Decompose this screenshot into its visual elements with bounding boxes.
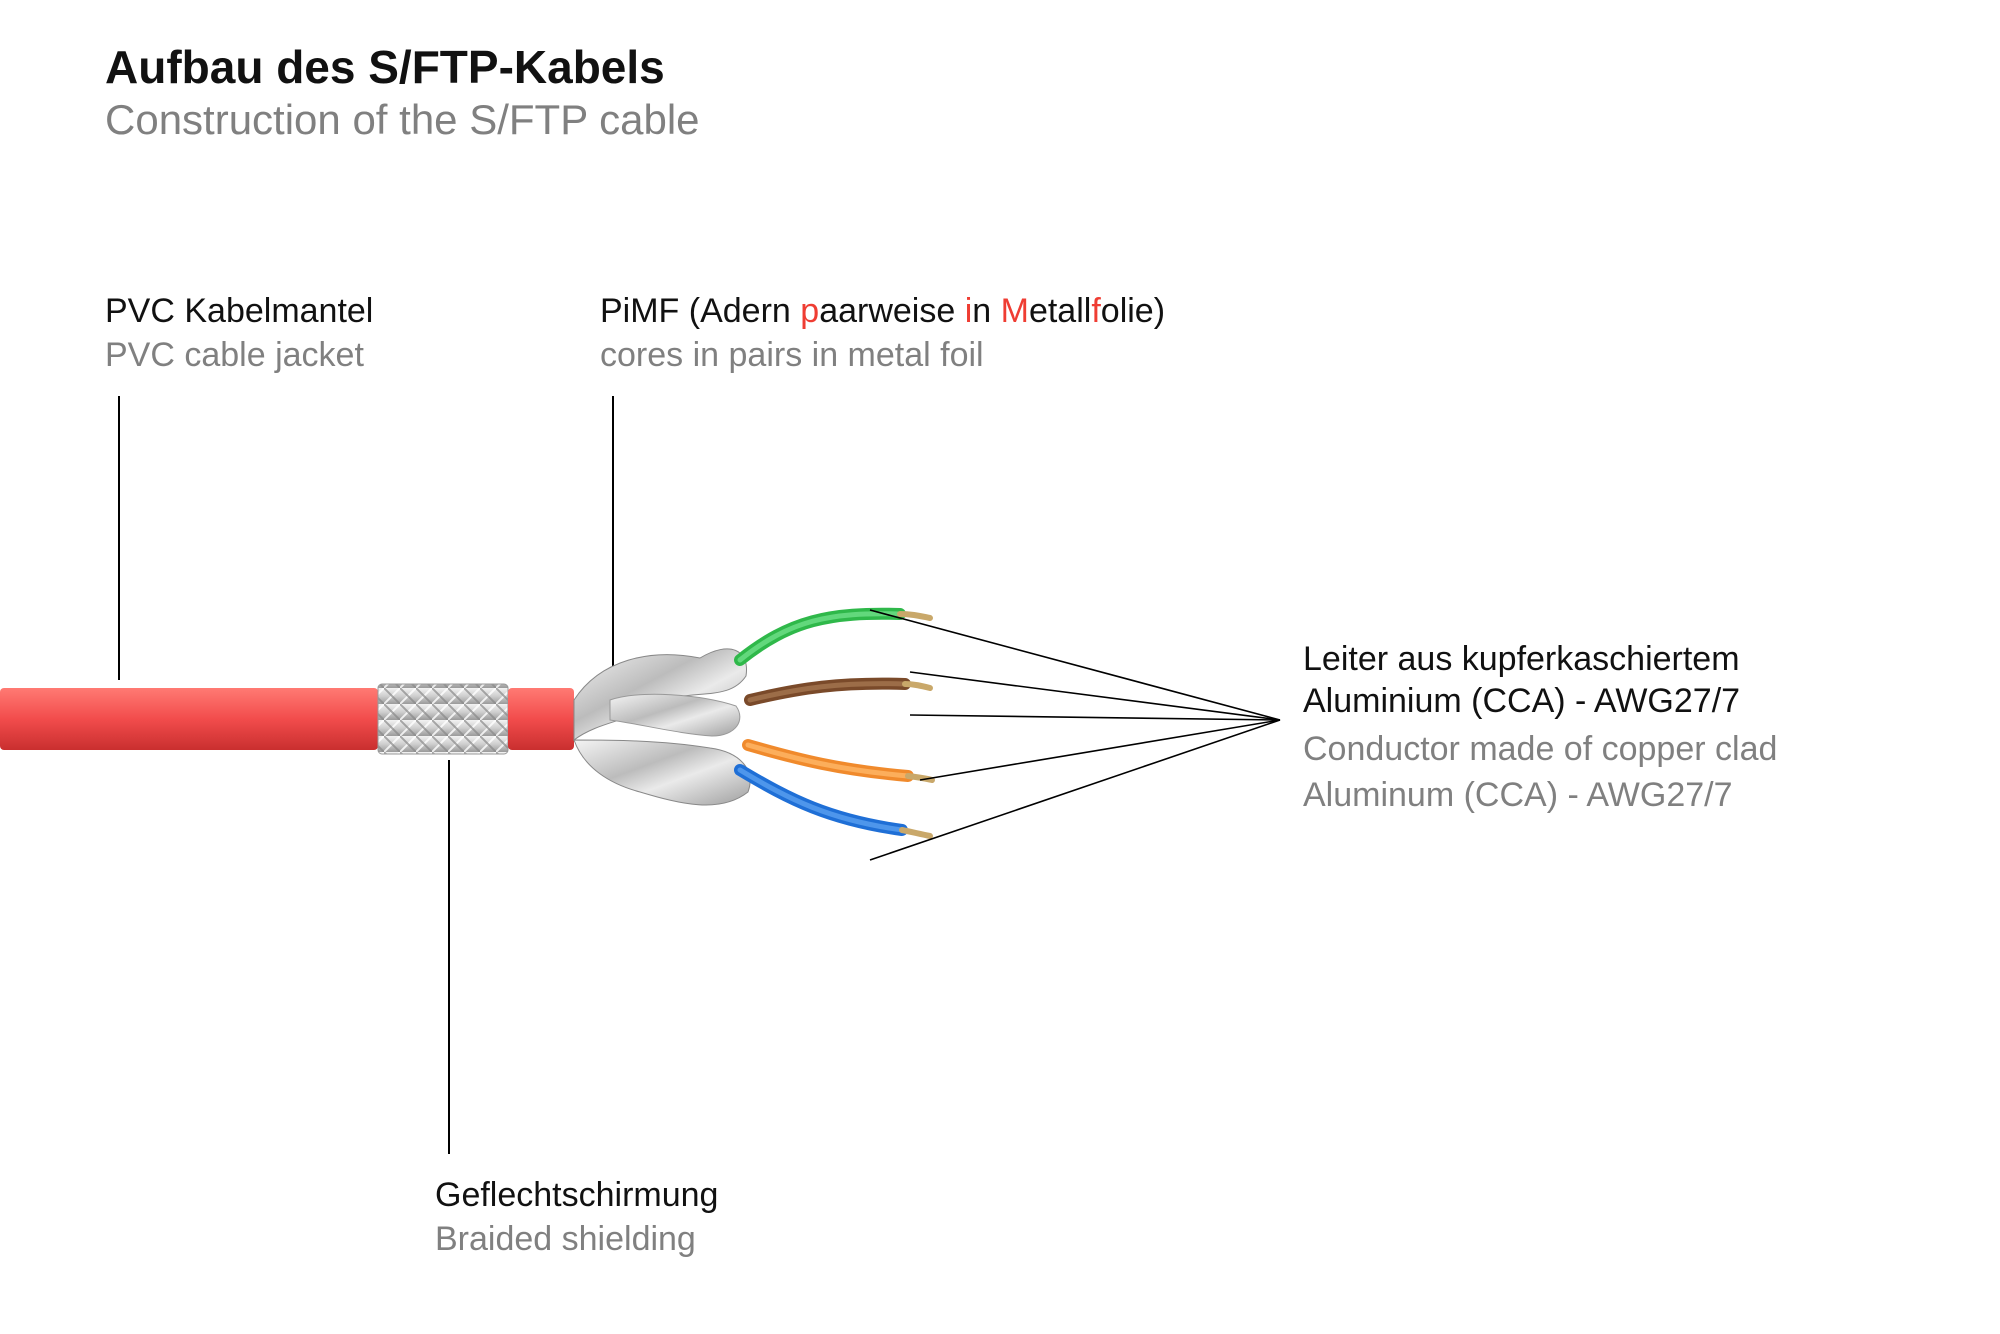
cable-illustration [0,0,2000,1334]
wire-blue [740,770,902,830]
cable-foil-cluster [574,649,750,805]
cable-inner-jacket [508,688,574,750]
leader-conductor-fan [870,610,1280,860]
cable-wires [740,614,932,836]
diagram-canvas: Aufbau des S/FTP-Kabels Construction of … [0,0,2000,1334]
cable-jacket [0,688,378,750]
cable-braid [378,684,508,754]
